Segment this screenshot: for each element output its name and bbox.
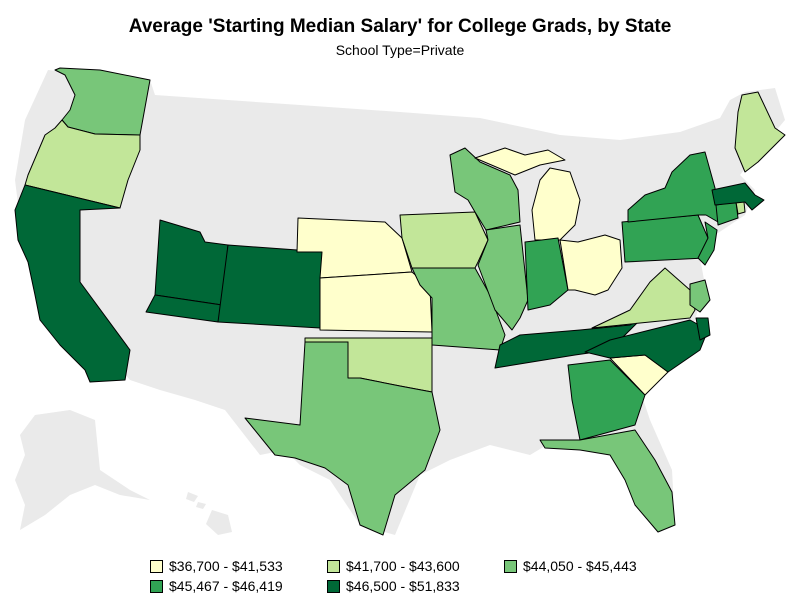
state-rhode-island [735,201,746,215]
legend-swatch [504,559,517,573]
state-illinois [477,224,529,331]
state-new-jersey [697,221,718,266]
state-new-york [627,151,719,223]
legend-item: $41,700 - $43,600 [327,558,504,574]
state-florida [539,429,676,533]
state-ohio [559,234,623,296]
legend-swatch [327,559,340,573]
legend-swatch [327,579,340,593]
state-wisconsin [449,147,521,231]
map-subtitle: School Type=Private [335,42,465,58]
state-indiana [524,237,569,311]
legend-row: $45,467 - $46,419 $46,500 - $51,833 [150,576,681,596]
legend-row: $36,700 - $41,533 $41,700 - $43,600 $44,… [150,556,681,576]
state-massachusetts [711,182,765,211]
state-maryland [689,279,711,313]
hawaii-island [206,510,232,535]
hawaii-islet [186,492,198,502]
legend-item: $46,500 - $51,833 [327,578,504,594]
state-colorado [217,244,326,329]
state-pennsylvania [621,214,709,263]
legend-label: $41,700 - $43,600 [346,558,460,574]
alaska [15,410,150,530]
state-california [14,184,131,383]
legend-label: $44,050 - $45,443 [523,558,637,574]
state-georgia [567,359,646,441]
legend-swatch [150,559,163,573]
state-maine [734,91,786,173]
legend-label: $46,500 - $51,833 [346,578,460,594]
legend-item: $45,467 - $46,419 [150,578,327,594]
state-delaware [695,317,711,341]
legend-swatch [150,579,163,593]
legend-item: $44,050 - $45,443 [504,558,681,574]
state-iowa [399,211,489,269]
state-texas [244,341,441,536]
legend: $36,700 - $41,533 $41,700 - $43,600 $44,… [150,556,681,596]
hawaii-islet [196,502,206,509]
legend-label: $45,467 - $46,419 [169,578,283,594]
legend-label: $36,700 - $41,533 [169,558,283,574]
state-north-carolina [584,319,709,373]
state-michigan-upper [474,147,566,176]
map-title: Average 'Starting Median Salary' for Col… [128,16,672,37]
state-kansas [319,271,433,333]
legend-item: $36,700 - $41,533 [150,558,327,574]
